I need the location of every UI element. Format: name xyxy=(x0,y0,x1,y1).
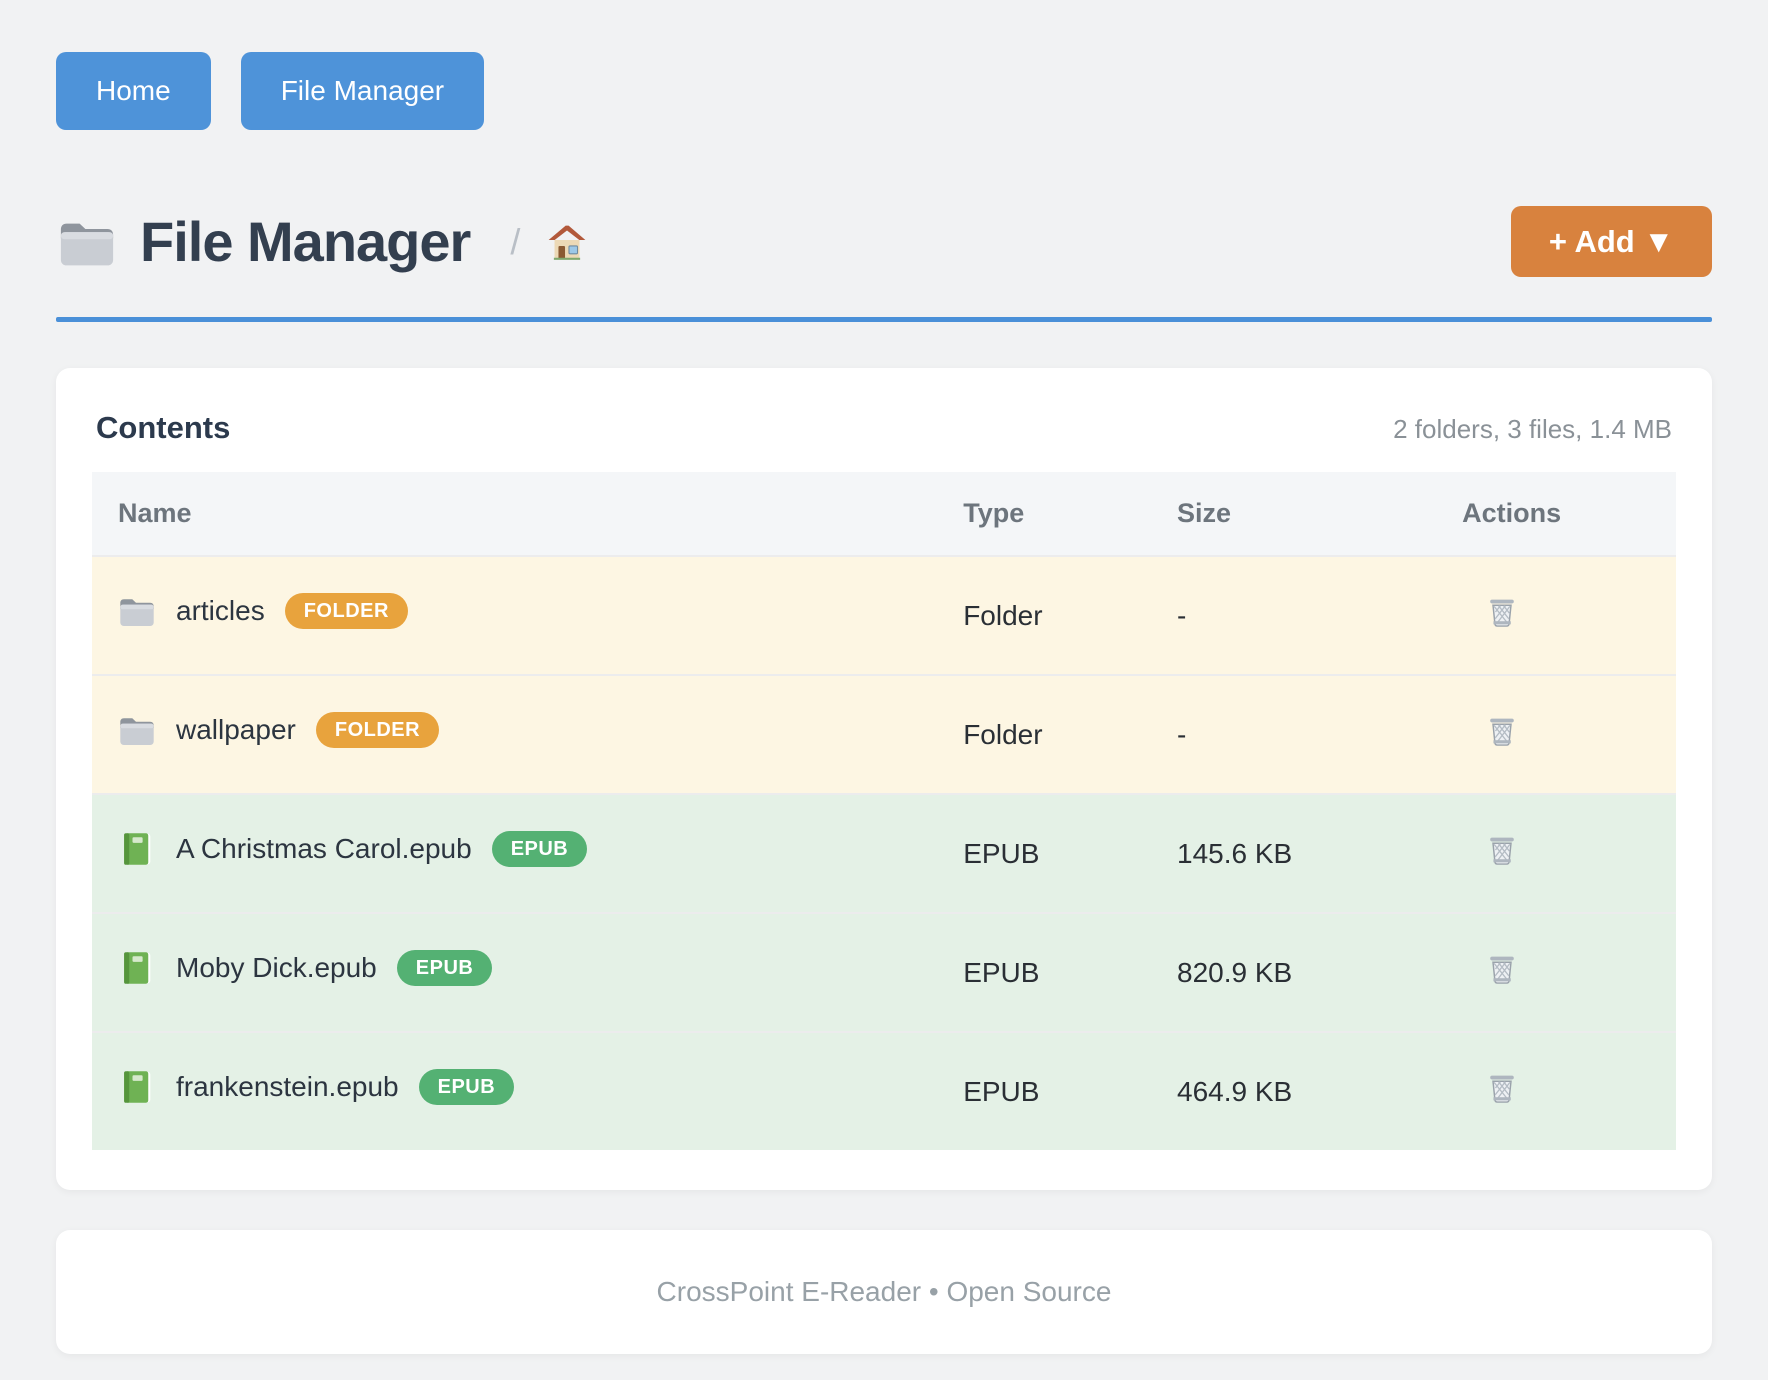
delete-button[interactable] xyxy=(1484,831,1520,869)
contents-header: Contents 2 folders, 3 files, 1.4 MB xyxy=(92,410,1676,446)
trash-icon xyxy=(1489,1074,1515,1103)
table-row-wallpaper[interactable]: wallpaper FOLDER Folder - xyxy=(92,675,1676,794)
home-button[interactable]: Home xyxy=(56,52,211,130)
contents-heading: Contents xyxy=(96,410,231,445)
trash-icon xyxy=(1489,955,1515,984)
file-name[interactable]: frankenstein.epub xyxy=(176,1071,399,1102)
delete-button[interactable] xyxy=(1484,1069,1520,1107)
file-size: - xyxy=(1177,718,1187,750)
delete-button[interactable] xyxy=(1484,950,1520,988)
footer: CrossPoint E-Reader • Open Source xyxy=(56,1230,1712,1354)
epub-badge: EPUB xyxy=(418,1069,515,1105)
folder-icon xyxy=(60,223,114,265)
table-row-frankenstein[interactable]: frankenstein.epub EPUB EPUB 464.9 KB xyxy=(92,1032,1676,1150)
file-type: EPUB xyxy=(963,956,1040,988)
green-book-icon xyxy=(124,952,151,984)
trash-icon xyxy=(1489,717,1515,746)
file-table: Name Type Size Actions articles FOLDER F… xyxy=(92,472,1676,1150)
trash-icon xyxy=(1489,836,1515,865)
page-title: File Manager xyxy=(140,210,471,273)
column-type: Type xyxy=(963,498,1025,528)
breadcrumb-separator: / xyxy=(510,220,521,262)
file-size: 464.9 KB xyxy=(1177,1075,1293,1107)
page-header: File Manager / + Add ▼ xyxy=(56,206,1712,277)
file-manager-button[interactable]: File Manager xyxy=(240,52,485,130)
table-row-moby-dick[interactable]: Moby Dick.epub EPUB EPUB 820.9 KB xyxy=(92,913,1676,1032)
folder-badge: FOLDER xyxy=(284,593,408,629)
epub-badge: EPUB xyxy=(396,950,493,986)
footer-text: CrossPoint E-Reader • Open Source xyxy=(656,1276,1112,1307)
file-size: - xyxy=(1177,599,1187,631)
table-header-row: Name Type Size Actions xyxy=(92,472,1676,556)
folder-icon xyxy=(120,718,154,745)
file-name[interactable]: wallpaper xyxy=(176,714,296,745)
column-name: Name xyxy=(118,498,192,528)
top-nav: Home File Manager xyxy=(56,0,1712,130)
column-size: Size xyxy=(1177,498,1232,528)
file-type: EPUB xyxy=(963,1075,1040,1107)
file-name[interactable]: Moby Dick.epub xyxy=(176,952,377,983)
delete-button[interactable] xyxy=(1484,712,1520,750)
folder-badge: FOLDER xyxy=(315,712,440,748)
file-size: 820.9 KB xyxy=(1177,956,1293,988)
column-actions: Actions xyxy=(1462,498,1562,528)
epub-badge: EPUB xyxy=(491,831,588,867)
green-book-icon xyxy=(124,1071,151,1103)
file-name[interactable]: A Christmas Carol.epub xyxy=(176,833,472,864)
table-row-christmas-carol[interactable]: A Christmas Carol.epub EPUB EPUB 145.6 K… xyxy=(92,794,1676,913)
trash-icon xyxy=(1489,598,1515,627)
file-size: 145.6 KB xyxy=(1177,837,1293,869)
green-book-icon xyxy=(124,833,151,865)
folder-icon xyxy=(120,599,154,626)
add-button[interactable]: + Add ▼ xyxy=(1510,206,1712,277)
title-wrap: File Manager / xyxy=(56,209,588,274)
contents-summary: 2 folders, 3 files, 1.4 MB xyxy=(1393,414,1672,444)
delete-button[interactable] xyxy=(1484,593,1520,631)
file-type: Folder xyxy=(963,599,1043,631)
header-divider xyxy=(56,317,1712,322)
table-row-articles[interactable]: articles FOLDER Folder - xyxy=(92,556,1676,675)
contents-card: Contents 2 folders, 3 files, 1.4 MB Name… xyxy=(56,368,1712,1190)
home-icon[interactable] xyxy=(546,222,588,262)
file-type: Folder xyxy=(963,718,1043,750)
file-type: EPUB xyxy=(963,837,1040,869)
file-name[interactable]: articles xyxy=(176,595,265,626)
